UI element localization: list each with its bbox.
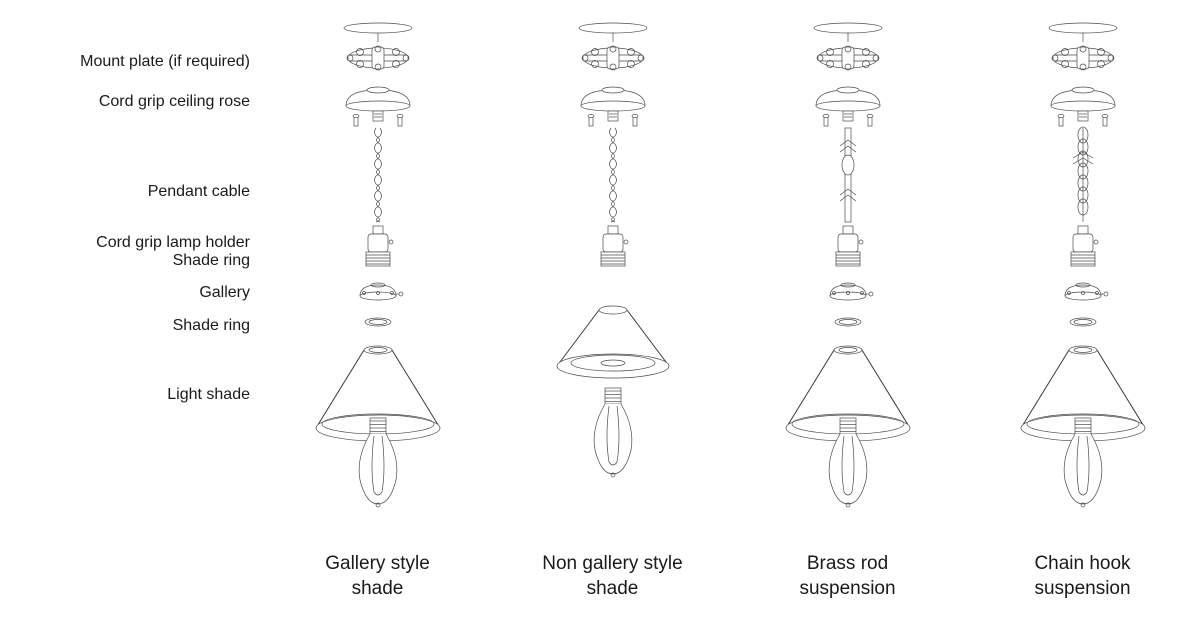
part-label: Shade ring [173,316,250,335]
exploded-diagram [758,0,938,540]
exploded-diagram [288,0,468,540]
pendant-column-brassrod: Brass rodsuspension [730,0,965,642]
pendant-column-gallery: Gallery styleshade [260,0,495,642]
column-caption: Gallery styleshade [325,552,430,601]
exploded-diagram [523,0,703,540]
part-label: Cord grip lamp holder [96,233,250,252]
caption-line: Non gallery style [542,552,682,577]
pendant-column-chainhook: Chain hooksuspension [965,0,1200,642]
part-label: Cord grip ceiling rose [99,92,250,111]
exploded-diagram [993,0,1173,540]
caption-line: suspension [799,577,895,602]
columns-area: Gallery styleshadeNon gallery styleshade… [260,0,1200,642]
part-label: Gallery [199,283,250,302]
part-label: Light shade [167,385,250,404]
caption-line: suspension [1034,577,1130,602]
column-caption: Non gallery styleshade [542,552,682,601]
caption-line: Brass rod [799,552,895,577]
caption-line: Chain hook [1034,552,1130,577]
caption-line: Gallery style [325,552,430,577]
column-caption: Brass rodsuspension [799,552,895,601]
pendant-column-nongallery: Non gallery styleshade [495,0,730,642]
caption-line: shade [542,577,682,602]
part-label: Shade ring [173,251,250,270]
part-label: Pendant cable [148,182,250,201]
part-label: Mount plate (if required) [80,52,250,71]
column-caption: Chain hooksuspension [1034,552,1130,601]
labels-column: Mount plate (if required) Cord grip ceili… [0,0,260,642]
diagram-container: Mount plate (if required) Cord grip ceili… [0,0,1200,642]
caption-line: shade [325,577,430,602]
